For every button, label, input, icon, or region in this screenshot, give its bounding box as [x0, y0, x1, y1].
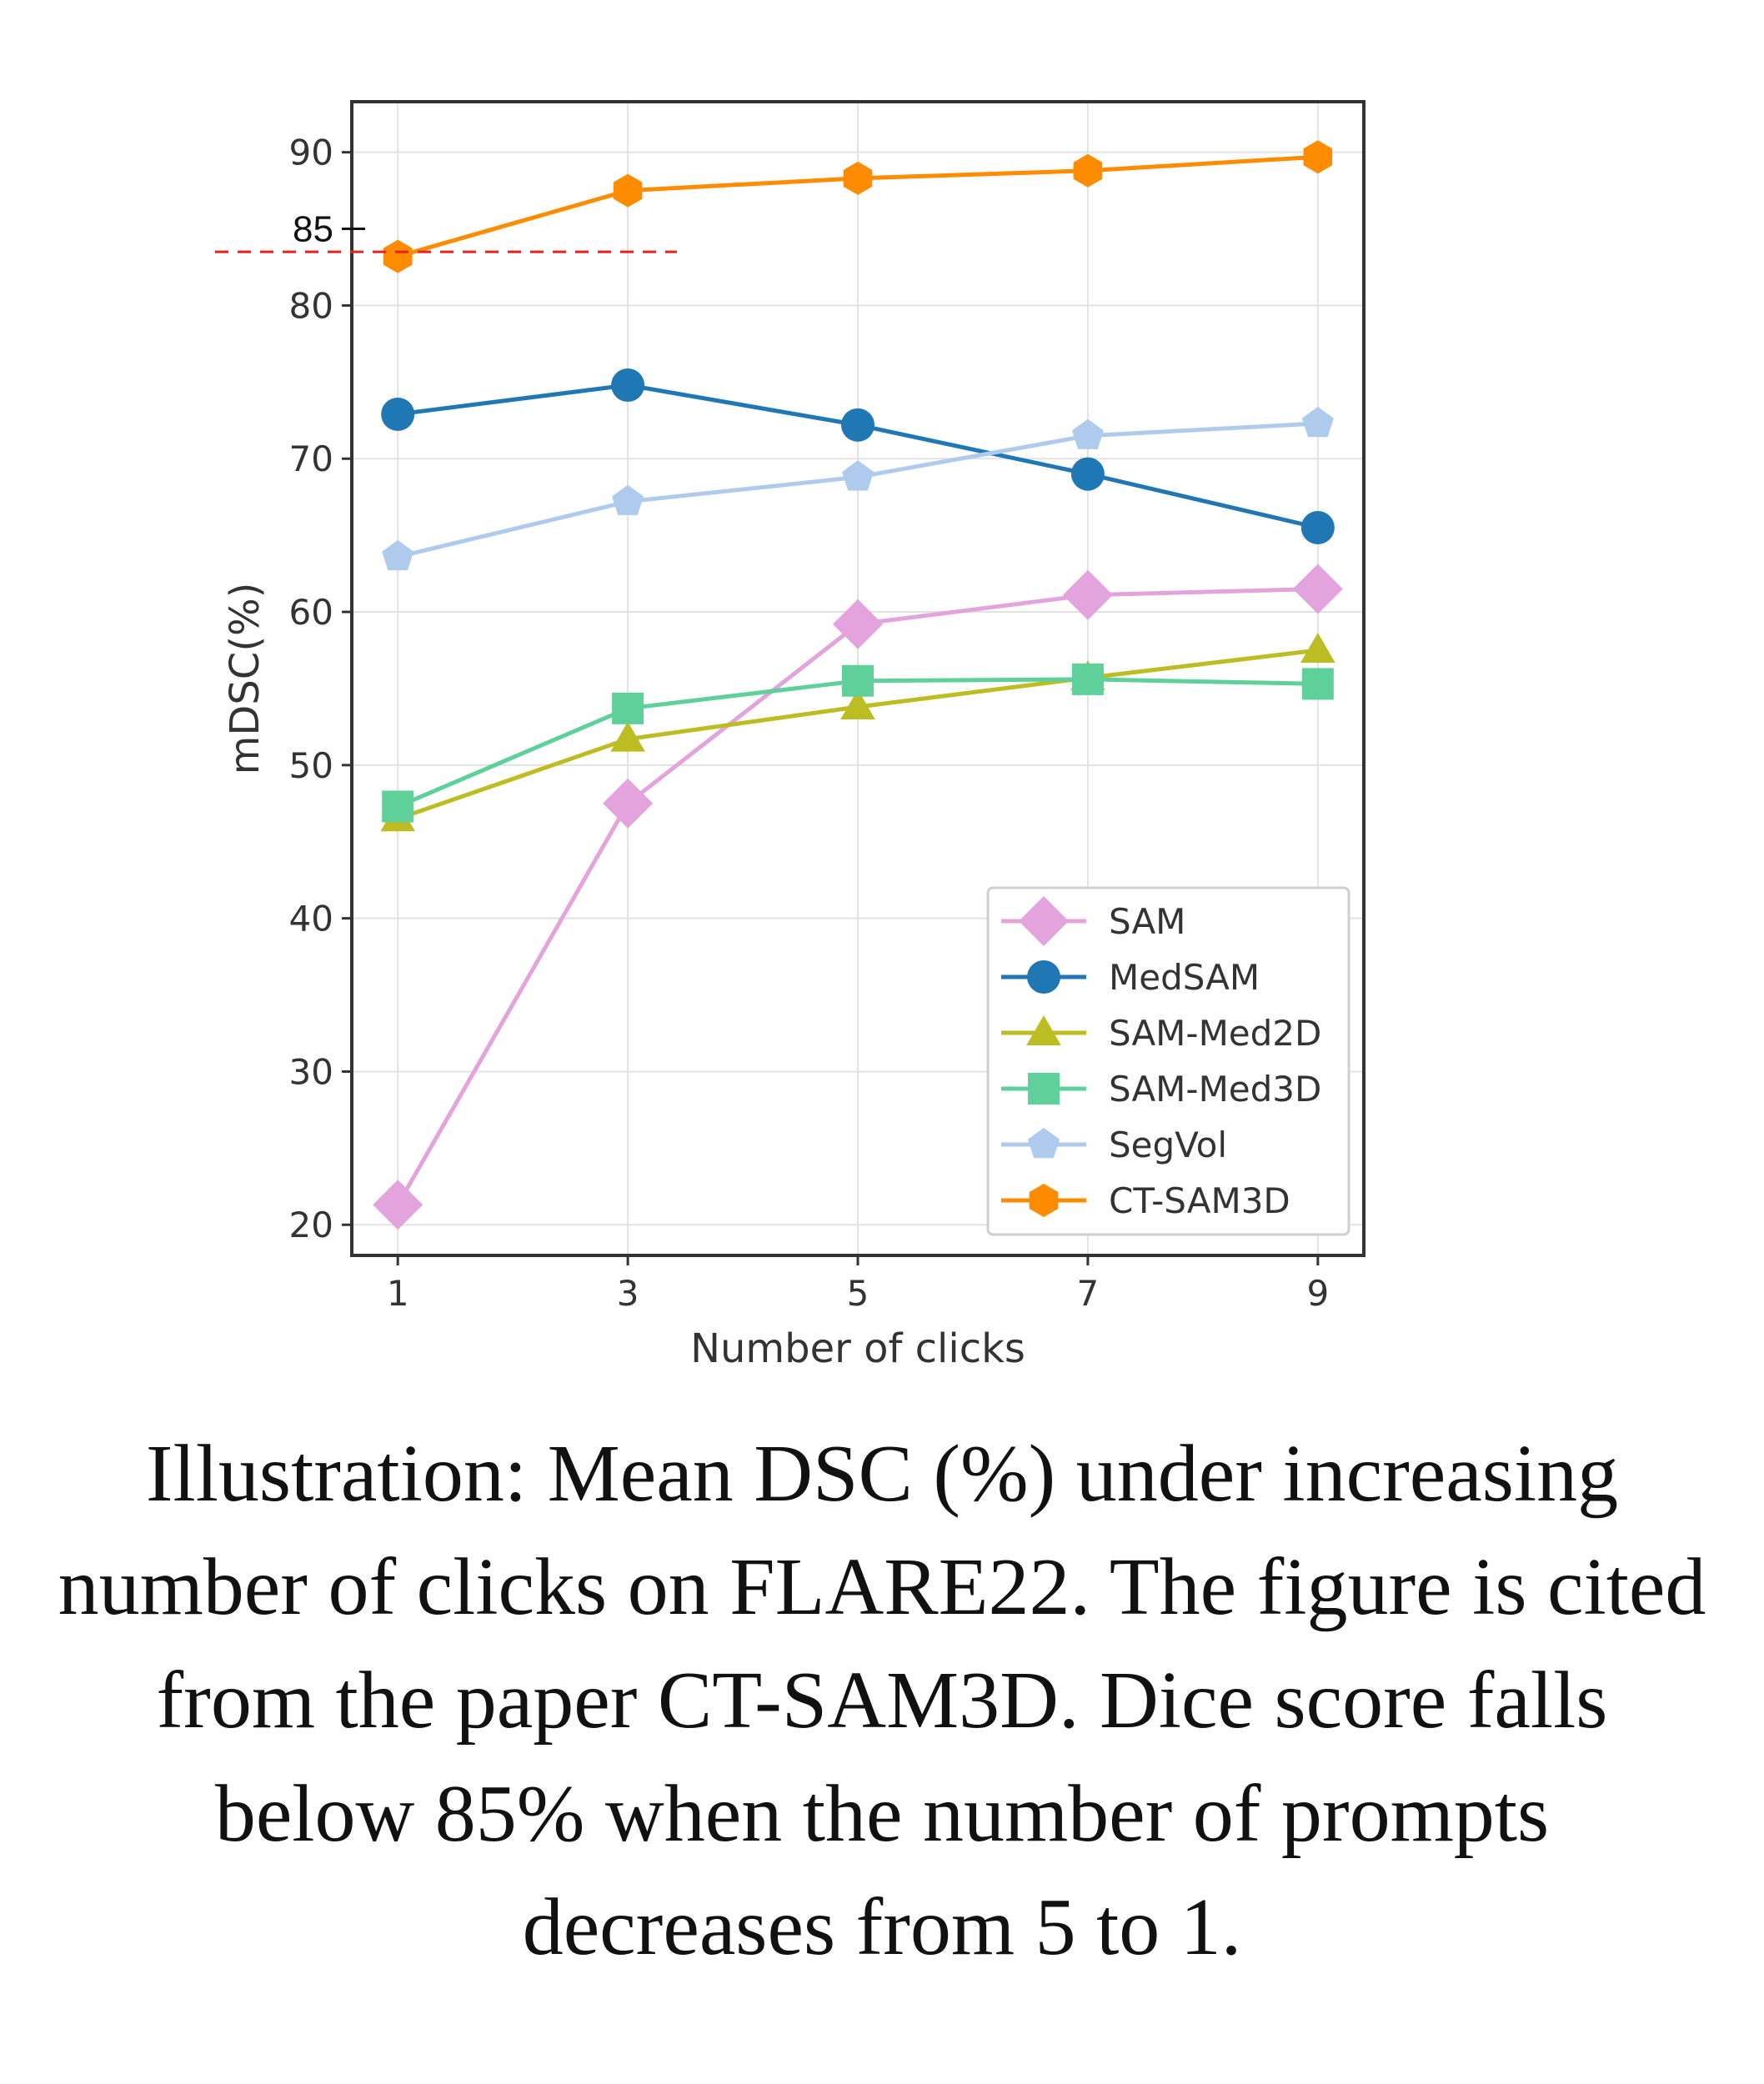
data-point-diamond: [1062, 569, 1113, 620]
series-layer: [373, 140, 1343, 1230]
x-tick-label: 9: [1306, 1273, 1329, 1314]
legend-marker-diamond: [1019, 896, 1069, 946]
data-point-square: [382, 790, 414, 823]
legend-item: SegVol: [1001, 1125, 1227, 1165]
legend-label: SegVol: [1109, 1125, 1227, 1165]
y-tick-label: 50: [289, 745, 333, 786]
data-point-circle: [1070, 457, 1105, 491]
data-point-diamond: [1292, 564, 1343, 614]
y-tick-label: 40: [289, 899, 333, 939]
data-point-hexagon: [1303, 140, 1333, 174]
data-point-pentagon: [842, 460, 874, 491]
data-point-square: [1071, 663, 1104, 695]
series-sam-med3d: [382, 663, 1334, 823]
data-point-circle: [841, 408, 874, 442]
x-tick-label: 3: [617, 1273, 639, 1314]
legend-label: SAM-Med2D: [1109, 1013, 1321, 1054]
y-tick-label: 60: [289, 592, 333, 633]
y-tick-label: 20: [289, 1205, 333, 1245]
axis-ticks: 20 30 40 50 60 70 80 90 1 3 5 7 9: [289, 133, 1330, 1314]
series-segvol: [382, 407, 1334, 571]
data-point-pentagon: [382, 539, 414, 571]
y-tick-label: 90: [289, 133, 333, 173]
legend-label: SAM: [1109, 901, 1185, 942]
series-medsam: [381, 368, 1335, 544]
data-point-diamond: [373, 1180, 423, 1230]
series-sam: [373, 564, 1343, 1230]
data-point-circle: [381, 397, 415, 431]
data-point-pentagon: [1071, 418, 1104, 449]
legend-box: [986, 886, 1351, 1236]
figure-caption: Illustration: Mean DSC (%) under increas…: [58, 1429, 1706, 1972]
data-point-square: [612, 692, 644, 724]
data-point-hexagon: [383, 239, 413, 273]
legend-label: CT-SAM3D: [1109, 1180, 1290, 1221]
data-point-triangle: [840, 689, 875, 719]
annotation: 85: [215, 209, 677, 253]
legend-marker-square: [1028, 1073, 1060, 1105]
data-point-pentagon: [612, 484, 644, 515]
x-axis-label: Number of clicks: [690, 1325, 1025, 1372]
data-point-pentagon: [1301, 407, 1334, 438]
legend-label: MedSAM: [1109, 957, 1260, 998]
data-point-square: [842, 664, 874, 697]
data-point-circle: [611, 368, 645, 403]
legend-marker-pentagon: [1028, 1128, 1060, 1159]
legend-item: SAM-Med3D: [1001, 1069, 1321, 1110]
y-axis-label: mDSC(%): [222, 583, 268, 775]
legend-item: MedSAM: [1001, 957, 1260, 998]
annotation-label: 85: [293, 209, 333, 250]
x-tick-label: 1: [387, 1273, 409, 1314]
data-point-hexagon: [1073, 153, 1103, 188]
chart: 20 30 40 50 60 70 80 90 1 3 5 7 9 85 SAM MedSAM SAM-Me…: [215, 100, 1366, 1372]
legend-item: CT-SAM3D: [1001, 1180, 1290, 1221]
legend: SAM MedSAM SAM-Med2D SAM-Med3D SegVol CT-SAM3…: [986, 886, 1351, 1236]
data-point-hexagon: [613, 173, 643, 208]
legend-item: SAM-Med2D: [1001, 1013, 1321, 1054]
legend-label: SAM-Med3D: [1109, 1069, 1321, 1110]
data-point-diamond: [603, 778, 654, 829]
y-tick-label: 80: [289, 285, 333, 326]
x-tick-label: 7: [1077, 1273, 1100, 1314]
data-point-square: [1301, 668, 1334, 700]
data-point-triangle: [1300, 633, 1336, 663]
y-tick-label: 70: [289, 438, 333, 479]
legend-marker-triangle: [1026, 1015, 1061, 1045]
y-tick-label: 30: [289, 1051, 333, 1092]
data-point-hexagon: [843, 161, 873, 195]
series-ct-sam3d: [383, 140, 1333, 273]
data-point-circle: [1300, 510, 1335, 544]
data-point-triangle: [610, 721, 645, 752]
legend-marker-circle: [1027, 960, 1060, 994]
legend-marker-hexagon: [1029, 1184, 1059, 1217]
legend-item: SAM: [1001, 896, 1185, 946]
data-point-diamond: [833, 599, 883, 649]
x-tick-label: 5: [847, 1273, 869, 1314]
